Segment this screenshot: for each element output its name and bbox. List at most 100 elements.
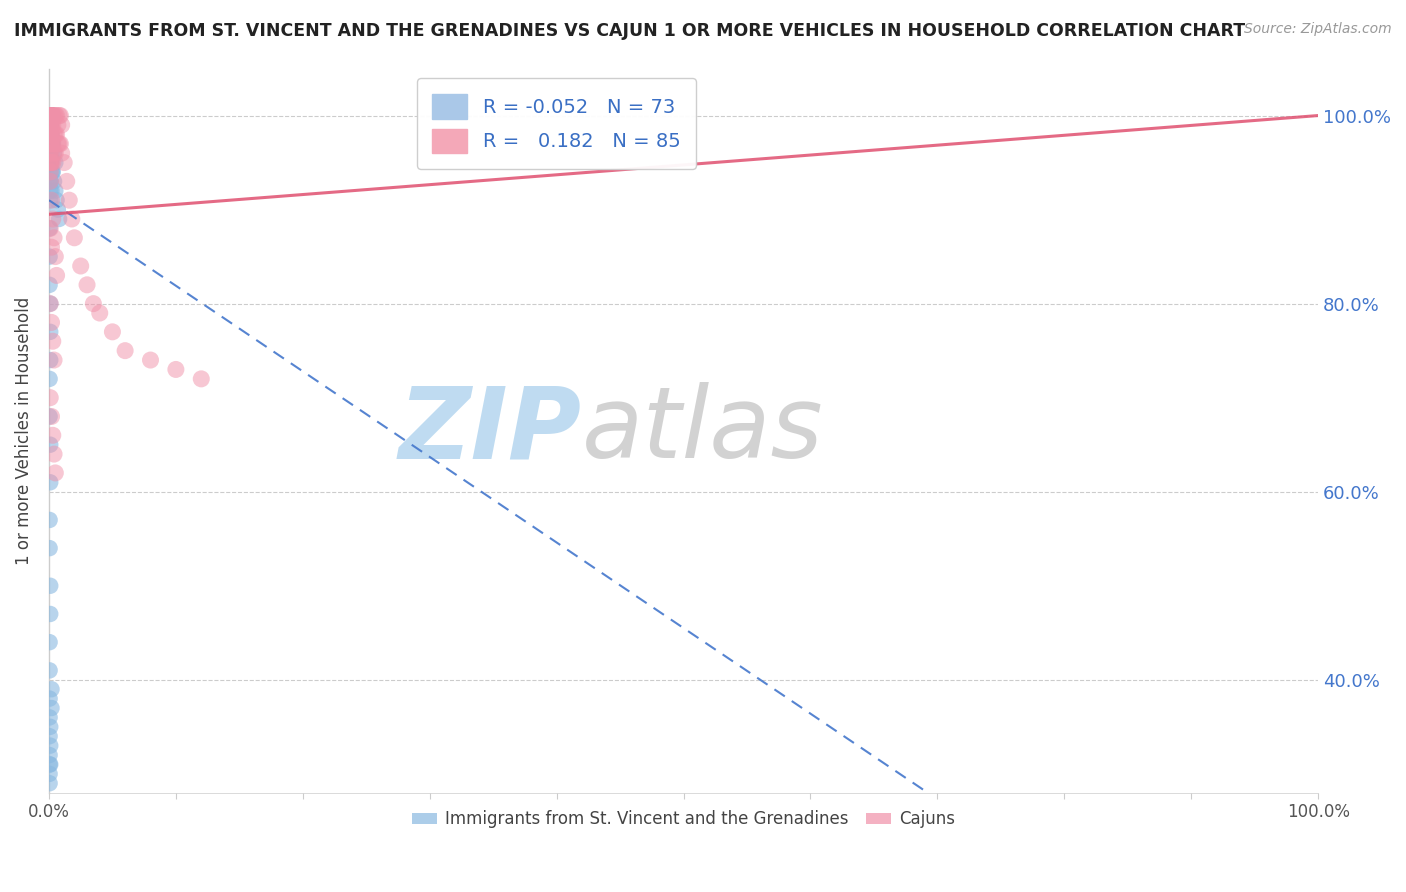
Point xyxy=(38,136,60,151)
Point xyxy=(42,146,65,161)
Point xyxy=(42,109,65,123)
Point xyxy=(49,109,72,123)
Point xyxy=(39,475,62,490)
Point xyxy=(190,372,212,386)
Point xyxy=(41,165,63,179)
Point xyxy=(38,155,60,169)
Point xyxy=(42,109,65,123)
Point xyxy=(42,146,65,161)
Text: ZIP: ZIP xyxy=(399,382,582,479)
Point xyxy=(38,109,60,123)
Point xyxy=(39,155,62,169)
Point xyxy=(39,325,62,339)
Point xyxy=(38,691,60,706)
Point xyxy=(38,128,60,142)
Point xyxy=(44,250,66,264)
Point xyxy=(38,767,60,781)
Point xyxy=(39,118,62,132)
Point xyxy=(38,146,60,161)
Legend: Immigrants from St. Vincent and the Grenadines, Cajuns: Immigrants from St. Vincent and the Gren… xyxy=(405,804,962,835)
Point xyxy=(45,268,67,283)
Point xyxy=(41,315,63,329)
Point xyxy=(39,146,62,161)
Point xyxy=(44,109,66,123)
Point xyxy=(46,118,69,132)
Point xyxy=(41,128,63,142)
Point xyxy=(41,701,63,715)
Point xyxy=(38,174,60,188)
Point xyxy=(45,193,67,207)
Point xyxy=(42,136,65,151)
Point xyxy=(39,720,62,734)
Text: Source: ZipAtlas.com: Source: ZipAtlas.com xyxy=(1244,22,1392,37)
Point xyxy=(69,259,91,273)
Point xyxy=(38,136,60,151)
Point xyxy=(41,146,63,161)
Point xyxy=(38,372,60,386)
Point xyxy=(38,155,60,169)
Point xyxy=(41,682,63,697)
Point xyxy=(39,174,62,188)
Point xyxy=(39,155,62,169)
Point xyxy=(39,155,62,169)
Point xyxy=(38,409,60,424)
Point xyxy=(39,136,62,151)
Point xyxy=(41,136,63,151)
Point xyxy=(38,664,60,678)
Point xyxy=(76,277,98,292)
Point xyxy=(39,109,62,123)
Text: atlas: atlas xyxy=(582,382,824,479)
Point xyxy=(58,193,80,207)
Point xyxy=(41,409,63,424)
Point xyxy=(39,221,62,235)
Point xyxy=(114,343,136,358)
Point xyxy=(44,155,66,169)
Point xyxy=(39,174,62,188)
Point xyxy=(42,212,65,227)
Point xyxy=(41,118,63,132)
Text: IMMIGRANTS FROM ST. VINCENT AND THE GRENADINES VS CAJUN 1 OR MORE VEHICLES IN HO: IMMIGRANTS FROM ST. VINCENT AND THE GREN… xyxy=(14,22,1246,40)
Point xyxy=(39,118,62,132)
Point xyxy=(38,250,60,264)
Point xyxy=(39,193,62,207)
Point xyxy=(38,635,60,649)
Point xyxy=(38,710,60,724)
Point xyxy=(39,128,62,142)
Point xyxy=(53,155,76,169)
Point xyxy=(60,212,83,227)
Point xyxy=(42,128,65,142)
Point xyxy=(39,438,62,452)
Point xyxy=(39,109,62,123)
Point xyxy=(38,118,60,132)
Point xyxy=(49,136,72,151)
Point xyxy=(48,136,70,151)
Point xyxy=(39,739,62,753)
Point xyxy=(39,391,62,405)
Point xyxy=(41,240,63,254)
Y-axis label: 1 or more Vehicles in Household: 1 or more Vehicles in Household xyxy=(15,296,32,565)
Point xyxy=(89,306,111,320)
Point xyxy=(38,747,60,762)
Point xyxy=(39,165,62,179)
Point xyxy=(42,231,65,245)
Point xyxy=(38,729,60,743)
Point xyxy=(39,109,62,123)
Point xyxy=(39,607,62,621)
Point xyxy=(39,296,62,310)
Point xyxy=(41,109,63,123)
Point xyxy=(39,174,62,188)
Point xyxy=(39,184,62,198)
Point xyxy=(41,109,63,123)
Point xyxy=(42,118,65,132)
Point xyxy=(101,325,124,339)
Point xyxy=(38,109,60,123)
Point xyxy=(39,109,62,123)
Point xyxy=(41,109,63,123)
Point xyxy=(39,579,62,593)
Point xyxy=(38,128,60,142)
Point xyxy=(82,296,104,310)
Point xyxy=(39,118,62,132)
Point xyxy=(38,277,60,292)
Point xyxy=(41,128,63,142)
Point xyxy=(38,165,60,179)
